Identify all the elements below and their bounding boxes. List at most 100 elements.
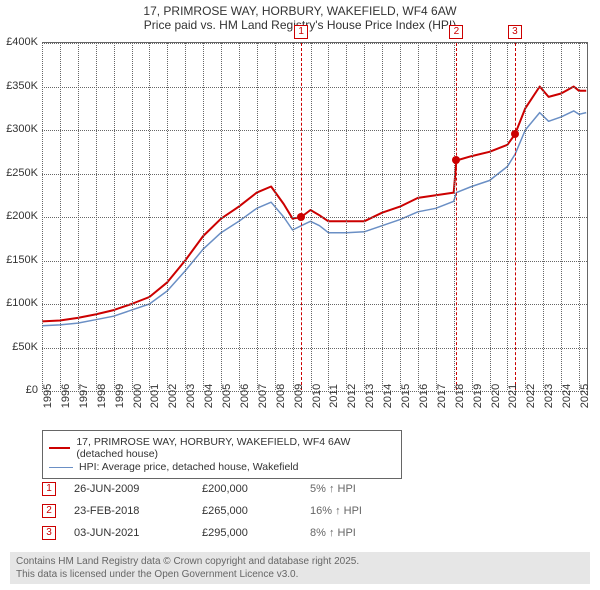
x-tick-label: 2011 — [328, 384, 340, 408]
x-tick-label: 2004 — [203, 384, 215, 408]
x-tick-label: 2010 — [311, 384, 323, 408]
sale-marker-line — [456, 43, 457, 390]
y-tick-label: £250K — [6, 167, 38, 179]
x-tick-label: 2006 — [239, 384, 251, 408]
gridline-vertical — [132, 43, 133, 390]
gridline-vertical — [364, 43, 365, 390]
gridline-horizontal — [42, 174, 587, 175]
x-tick-label: 2005 — [221, 384, 233, 408]
x-tick-label: 2023 — [543, 384, 555, 408]
gridline-vertical — [418, 43, 419, 390]
chart-container: 17, PRIMROSE WAY, HORBURY, WAKEFIELD, WF… — [0, 0, 600, 590]
gridline-vertical — [60, 43, 61, 390]
legend-swatch — [49, 447, 70, 449]
sale-date: 26-JUN-2009 — [74, 483, 184, 495]
sale-marker-dot — [452, 156, 460, 164]
x-tick-label: 2015 — [400, 384, 412, 408]
x-tick-label: 2007 — [257, 384, 269, 408]
gridline-vertical — [293, 43, 294, 390]
gridline-vertical — [311, 43, 312, 390]
gridline-vertical — [42, 43, 43, 390]
sale-delta: 5% ↑ HPI — [310, 483, 430, 495]
sale-badge: 2 — [42, 504, 56, 518]
x-tick-label: 2024 — [561, 384, 573, 408]
gridline-horizontal — [42, 43, 587, 44]
legend-label: 17, PRIMROSE WAY, HORBURY, WAKEFIELD, WF… — [76, 436, 395, 460]
gridline-vertical — [346, 43, 347, 390]
sales-row: 1 26-JUN-2009 £200,000 5% ↑ HPI — [42, 478, 572, 500]
x-tick-label: 1996 — [60, 384, 72, 408]
x-tick-label: 2002 — [167, 384, 179, 408]
gridline-vertical — [490, 43, 491, 390]
gridline-vertical — [543, 43, 544, 390]
x-tick-label: 2013 — [364, 384, 376, 408]
y-tick-label: £300K — [6, 123, 38, 135]
gridline-vertical — [400, 43, 401, 390]
footer: Contains HM Land Registry data © Crown c… — [10, 552, 590, 584]
gridline-vertical — [257, 43, 258, 390]
x-tick-label: 2020 — [490, 384, 502, 408]
x-tick-label: 2019 — [472, 384, 484, 408]
x-tick-label: 2017 — [436, 384, 448, 408]
legend-swatch — [49, 467, 73, 468]
sale-marker-dot — [297, 213, 305, 221]
gridline-vertical — [78, 43, 79, 390]
footer-line1: Contains HM Land Registry data © Crown c… — [16, 555, 584, 568]
gridline-vertical — [382, 43, 383, 390]
legend-item: 17, PRIMROSE WAY, HORBURY, WAKEFIELD, WF… — [49, 436, 395, 460]
x-tick-label: 2014 — [382, 384, 394, 408]
gridline-vertical — [167, 43, 168, 390]
sale-date: 03-JUN-2021 — [74, 527, 184, 539]
sale-marker-badge: 1 — [294, 25, 308, 39]
sale-delta: 8% ↑ HPI — [310, 527, 430, 539]
y-axis-ticks: £0£50K£100K£150K£200K£250K£300K£350K£400… — [0, 42, 40, 390]
sales-row: 3 03-JUN-2021 £295,000 8% ↑ HPI — [42, 522, 572, 544]
y-tick-label: £150K — [6, 254, 38, 266]
x-tick-label: 2008 — [275, 384, 287, 408]
sale-badge: 1 — [42, 482, 56, 496]
sale-marker-dot — [511, 130, 519, 138]
gridline-vertical — [239, 43, 240, 390]
gridline-vertical — [149, 43, 150, 390]
gridline-vertical — [203, 43, 204, 390]
x-tick-label: 1995 — [42, 384, 54, 408]
gridline-vertical — [114, 43, 115, 390]
x-tick-label: 2003 — [185, 384, 197, 408]
legend-label: HPI: Average price, detached house, Wake… — [79, 461, 298, 473]
gridline-vertical — [436, 43, 437, 390]
gridline-vertical — [454, 43, 455, 390]
x-tick-label: 2021 — [507, 384, 519, 408]
series-property — [42, 87, 586, 322]
sale-date: 23-FEB-2018 — [74, 505, 184, 517]
legend: 17, PRIMROSE WAY, HORBURY, WAKEFIELD, WF… — [42, 430, 402, 479]
y-tick-label: £200K — [6, 210, 38, 222]
x-tick-label: 2000 — [132, 384, 144, 408]
gridline-horizontal — [42, 304, 587, 305]
gridline-vertical — [221, 43, 222, 390]
sale-marker-line — [515, 43, 516, 390]
legend-item: HPI: Average price, detached house, Wake… — [49, 461, 395, 473]
gridline-vertical — [275, 43, 276, 390]
x-tick-label: 2012 — [346, 384, 358, 408]
sale-delta: 16% ↑ HPI — [310, 505, 430, 517]
series-hpi — [42, 111, 586, 326]
gridline-vertical — [525, 43, 526, 390]
y-tick-label: £0 — [26, 384, 38, 396]
sales-row: 223-FEB-2018£265,00016% ↑ HPI — [42, 500, 572, 522]
gridline-horizontal — [42, 217, 587, 218]
sale-price: £295,000 — [202, 527, 292, 539]
x-tick-label: 2025 — [579, 384, 591, 408]
title-line1: 17, PRIMROSE WAY, HORBURY, WAKEFIELD, WF… — [0, 4, 600, 18]
sale-marker-badge: 2 — [449, 25, 463, 39]
sales-table: 1 26-JUN-2009 £200,000 5% ↑ HPI 2 23-FEB-2018… — [42, 478, 572, 544]
sale-badge: 3 — [42, 526, 56, 540]
x-tick-label: 2016 — [418, 384, 430, 408]
plot-area: 123 — [42, 42, 588, 390]
x-tick-label: 2001 — [149, 384, 161, 408]
gridline-vertical — [507, 43, 508, 390]
x-tick-label: 2009 — [293, 384, 305, 408]
sale-price: £200,000 — [202, 483, 292, 495]
y-tick-label: £50K — [12, 341, 38, 353]
gridline-vertical — [561, 43, 562, 390]
gridline-horizontal — [42, 130, 587, 131]
